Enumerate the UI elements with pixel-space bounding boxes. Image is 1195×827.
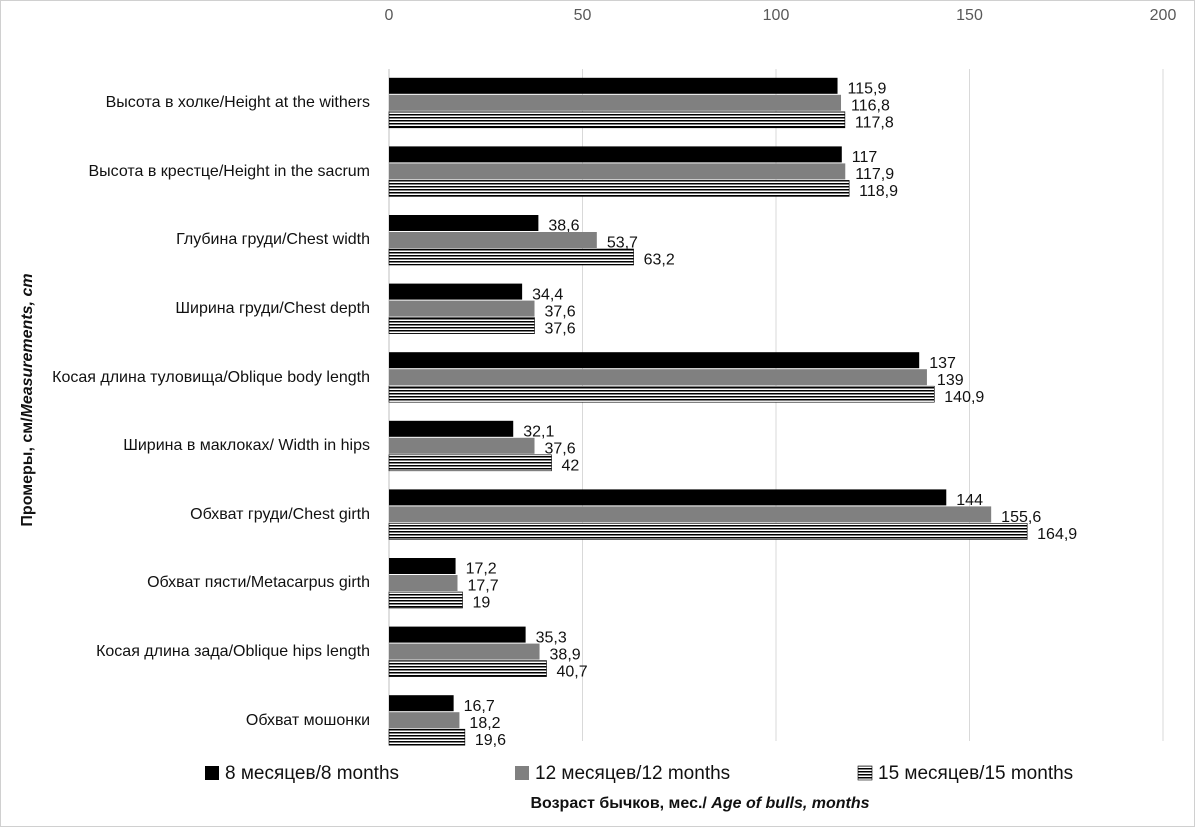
bar <box>388 454 552 472</box>
legend-swatch <box>515 766 529 780</box>
value-label: 37,6 <box>545 441 576 458</box>
bar <box>389 369 927 386</box>
legend-swatch <box>857 765 873 781</box>
bar <box>388 317 535 334</box>
bar <box>389 163 846 180</box>
value-label: 139 <box>937 372 964 389</box>
bar <box>388 180 850 197</box>
value-label: 38,6 <box>548 218 579 235</box>
bar <box>389 283 523 300</box>
value-label: 117,8 <box>855 115 894 132</box>
y-axis-title: Промеры, см/Measurements, cm <box>19 273 36 526</box>
bar <box>389 695 454 712</box>
bar <box>388 111 846 129</box>
legend-label: 15 месяцев/15 months <box>878 763 1073 784</box>
x-tick-label: 150 <box>956 7 983 24</box>
value-label: 164,9 <box>1037 526 1077 543</box>
bar <box>389 558 456 574</box>
bar <box>389 146 842 163</box>
value-label: 118,9 <box>859 183 898 200</box>
legend-label: 8 месяцев/8 months <box>225 763 399 784</box>
value-label: 155,6 <box>1001 509 1041 526</box>
y-tick-label: Косая длина зада/Oblique hips length <box>96 643 370 661</box>
bar <box>389 300 535 317</box>
value-label: 17,7 <box>467 578 498 595</box>
x-axis-title: Возраст бычков, мес./ Age of bulls, mont… <box>530 795 869 812</box>
bar <box>389 420 514 437</box>
bar <box>389 77 838 94</box>
value-label: 17,2 <box>466 561 497 578</box>
value-label: 117 <box>852 149 878 166</box>
bar <box>389 352 920 369</box>
value-label: 116,8 <box>851 98 890 115</box>
bar <box>389 506 992 523</box>
legend-swatch <box>205 766 219 780</box>
value-label: 32,1 <box>523 424 554 441</box>
bar <box>389 489 947 506</box>
value-label: 16,7 <box>464 698 495 715</box>
value-label: 63,2 <box>644 252 675 269</box>
bar <box>388 385 935 403</box>
bar <box>388 728 466 746</box>
bar <box>389 643 540 660</box>
value-label: 53,7 <box>607 235 638 252</box>
value-label: 18,2 <box>469 715 500 732</box>
bar <box>388 248 634 266</box>
value-label: 115,9 <box>848 81 887 98</box>
y-tick-label: Глубина груди/Chest width <box>176 231 370 249</box>
bar <box>388 523 1028 540</box>
bar <box>388 660 547 677</box>
value-label: 19 <box>473 595 491 612</box>
bar <box>389 215 539 231</box>
y-tick-label: Обхват пясти/Metacarpus girth <box>147 574 370 592</box>
value-label: 19,6 <box>475 732 506 749</box>
y-tick-label: Косая длина туловища/Oblique body length <box>52 368 370 386</box>
value-label: 140,9 <box>944 389 984 406</box>
x-tick-label: 100 <box>763 7 790 24</box>
y-tick-label: Высота в холке/Height at the withers <box>105 94 370 112</box>
y-tick-label: Ширина в маклоках/ Width in hips <box>123 437 370 455</box>
x-tick-label: 200 <box>1150 7 1177 24</box>
bar <box>389 626 526 643</box>
bar <box>389 232 597 248</box>
bar <box>389 94 842 111</box>
value-label: 37,6 <box>545 303 576 320</box>
bar <box>389 437 535 454</box>
legend-label: 12 месяцев/12 months <box>535 763 730 784</box>
value-label: 37,6 <box>545 320 576 337</box>
value-label: 42 <box>562 458 580 475</box>
value-label: 137 <box>929 355 956 372</box>
value-label: 144 <box>956 492 983 509</box>
y-tick-label: Ширина груди/Chest depth <box>175 300 370 318</box>
value-label: 40,7 <box>557 663 588 680</box>
value-label: 38,9 <box>550 646 581 663</box>
y-tick-label: Обхват груди/Chest girth <box>190 505 370 523</box>
y-tick-label: Высота в крестце/Height in the sacrum <box>88 162 370 180</box>
value-label: 34,4 <box>532 286 563 303</box>
bar <box>388 591 463 609</box>
bar <box>389 575 458 591</box>
x-tick-label: 0 <box>385 7 394 24</box>
y-tick-label: Обхват мошонки <box>245 711 370 729</box>
bar <box>389 712 460 729</box>
x-tick-label: 50 <box>574 7 592 24</box>
value-label: 117,9 <box>855 166 894 183</box>
value-label: 35,3 <box>536 629 567 646</box>
